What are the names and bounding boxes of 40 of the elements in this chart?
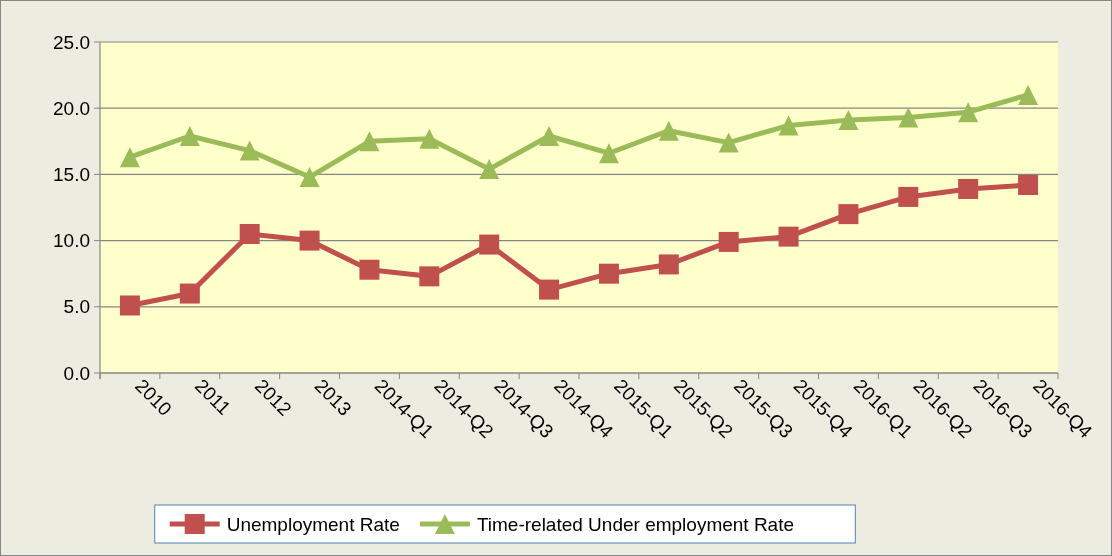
y-tick-label: 0.0 <box>63 362 90 384</box>
point <box>598 263 619 284</box>
point <box>778 115 799 136</box>
point <box>539 126 560 146</box>
y-tick-label: 15.0 <box>53 164 90 186</box>
point <box>1018 84 1039 105</box>
point <box>359 259 380 280</box>
point <box>718 132 739 153</box>
point <box>239 140 260 161</box>
point <box>179 126 200 146</box>
legend-label: Time-related Under employment Rate <box>476 513 795 535</box>
point <box>658 120 679 141</box>
point <box>119 147 140 168</box>
point <box>838 110 859 131</box>
point <box>299 230 320 251</box>
y-tick-label: 20.0 <box>53 97 90 119</box>
point <box>179 283 200 304</box>
point <box>898 107 919 128</box>
point <box>239 223 260 244</box>
point <box>419 266 440 287</box>
point <box>838 204 859 225</box>
point <box>479 234 500 255</box>
point <box>658 254 679 275</box>
point <box>119 295 140 316</box>
point <box>718 231 739 252</box>
point <box>479 159 500 180</box>
point <box>539 279 560 300</box>
point <box>419 128 440 149</box>
point <box>778 226 799 247</box>
y-tick-label: 25.0 <box>53 31 90 53</box>
point <box>898 186 919 207</box>
point <box>598 143 619 164</box>
y-tick-label: 10.0 <box>53 230 90 252</box>
point <box>359 131 380 152</box>
point <box>958 178 979 199</box>
y-tick-label: 5.0 <box>63 296 90 318</box>
point <box>958 102 979 123</box>
legend-label: Unemployment Rate <box>226 513 400 535</box>
point <box>1018 174 1039 195</box>
point <box>299 167 320 188</box>
